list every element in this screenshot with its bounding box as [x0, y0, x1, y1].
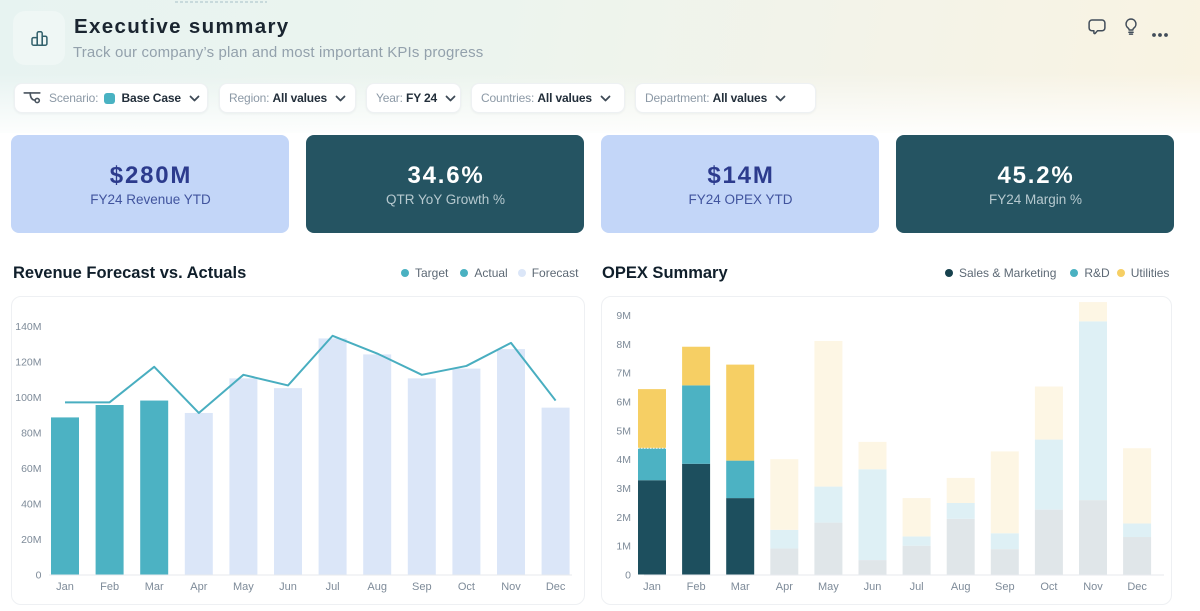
- svg-text:Jan: Jan: [56, 581, 74, 593]
- svg-text:Jun: Jun: [864, 581, 882, 593]
- svg-text:2M: 2M: [616, 512, 631, 524]
- svg-text:Mar: Mar: [145, 581, 164, 593]
- svg-text:0: 0: [625, 570, 631, 582]
- svg-text:Sep: Sep: [995, 581, 1015, 593]
- svg-text:80M: 80M: [21, 428, 41, 440]
- svg-text:Oct: Oct: [1040, 581, 1057, 593]
- svg-text:Feb: Feb: [687, 581, 706, 593]
- svg-text:1M: 1M: [616, 541, 631, 553]
- svg-text:Dec: Dec: [1127, 581, 1147, 593]
- svg-text:Aug: Aug: [367, 581, 387, 593]
- svg-text:140M: 140M: [15, 321, 41, 333]
- svg-text:Oct: Oct: [458, 581, 475, 593]
- svg-text:8M: 8M: [616, 339, 631, 351]
- svg-text:3M: 3M: [616, 483, 631, 495]
- svg-text:60M: 60M: [21, 463, 41, 475]
- svg-text:Mar: Mar: [731, 581, 750, 593]
- svg-text:5M: 5M: [616, 425, 631, 437]
- svg-text:20M: 20M: [21, 534, 41, 546]
- svg-text:Nov: Nov: [501, 581, 521, 593]
- svg-text:Jan: Jan: [643, 581, 661, 593]
- svg-text:40M: 40M: [21, 499, 41, 511]
- svg-text:Nov: Nov: [1083, 581, 1103, 593]
- svg-text:May: May: [233, 581, 254, 593]
- svg-text:4M: 4M: [616, 454, 631, 466]
- svg-text:Dec: Dec: [546, 581, 566, 593]
- svg-text:9M: 9M: [616, 310, 631, 322]
- svg-text:Aug: Aug: [951, 581, 971, 593]
- svg-text:100M: 100M: [15, 392, 41, 404]
- svg-text:Sep: Sep: [412, 581, 432, 593]
- svg-text:7M: 7M: [616, 368, 631, 380]
- svg-text:Feb: Feb: [100, 581, 119, 593]
- svg-text:Apr: Apr: [776, 581, 793, 593]
- svg-text:Jul: Jul: [326, 581, 340, 593]
- svg-text:Jun: Jun: [279, 581, 297, 593]
- svg-text:Apr: Apr: [190, 581, 207, 593]
- svg-text:120M: 120M: [15, 357, 41, 369]
- svg-text:0: 0: [36, 570, 42, 582]
- svg-text:May: May: [818, 581, 839, 593]
- svg-text:6M: 6M: [616, 397, 631, 409]
- svg-text:Jul: Jul: [910, 581, 924, 593]
